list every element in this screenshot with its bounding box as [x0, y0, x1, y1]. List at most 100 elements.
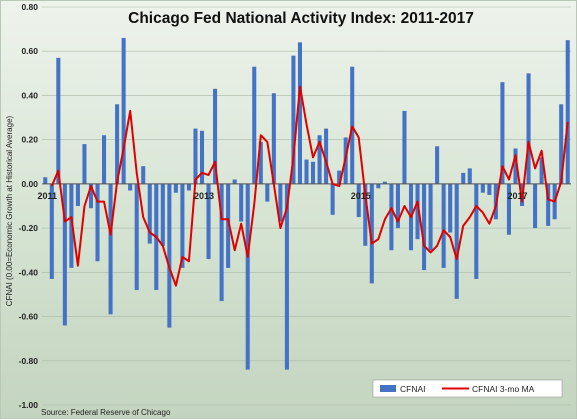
- cfnai-bar: [546, 183, 551, 226]
- cfnai-bar: [513, 148, 518, 184]
- cfnai-bar: [533, 183, 538, 229]
- cfnai-bar: [115, 104, 120, 184]
- cfnai-bar: [271, 93, 276, 184]
- cfnai-bar: [43, 177, 48, 184]
- cfnai-bar: [245, 183, 250, 370]
- cfnai-bar: [167, 183, 172, 328]
- cfnai-bar: [128, 183, 133, 191]
- cfnai-bar: [206, 183, 211, 260]
- cfnai-bar: [389, 183, 394, 251]
- cfnai-bar: [291, 55, 296, 184]
- cfnai-bar: [311, 161, 316, 184]
- bar-series: [43, 37, 570, 370]
- x-tick-label: 2011: [37, 191, 57, 201]
- cfnai-bar: [350, 66, 355, 184]
- cfnai-bar: [487, 183, 492, 195]
- cfnai-bar: [75, 183, 80, 206]
- cfnai-bar: [213, 88, 218, 184]
- cfnai-bar: [173, 183, 178, 193]
- cfnai-bar: [474, 183, 479, 279]
- cfnai-bar: [284, 183, 289, 370]
- cfnai-bar: [147, 183, 152, 244]
- y-tick-label: -1.00: [19, 400, 39, 410]
- gridlines: [42, 6, 571, 406]
- cfnai-bar: [565, 40, 570, 184]
- cfnai-bar: [441, 183, 446, 268]
- cfnai-bar: [454, 183, 459, 299]
- cfnai-bar: [102, 135, 107, 184]
- cfnai-bar: [239, 183, 244, 222]
- cfnai-bar: [95, 183, 100, 262]
- y-tick-label: 0.00: [21, 179, 38, 189]
- cfnai-bar: [317, 135, 322, 184]
- y-axis-label: CFNAI (0.00=Economic Growth at Historica…: [5, 115, 14, 306]
- cfnai-bar: [199, 130, 205, 184]
- cfnai-bar: [526, 73, 531, 184]
- legend: CFNAI CFNAI 3-mo MA: [372, 379, 563, 398]
- cfnai-bar: [232, 179, 237, 184]
- cfnai-bar: [49, 183, 54, 279]
- cfnai-bar: [506, 183, 511, 235]
- y-tick-label: -0.80: [19, 356, 39, 366]
- line-series: [50, 85, 569, 287]
- cfnai-bar: [141, 166, 146, 184]
- cfnai-bar: [62, 183, 67, 326]
- cfnai-bar: [265, 183, 270, 202]
- cfnai-bar: [376, 183, 381, 189]
- cfnai-bar: [160, 183, 165, 246]
- cfnai-bar: [121, 37, 126, 184]
- cfnai-bar: [422, 183, 427, 271]
- cfnai-bar: [226, 183, 231, 268]
- cfnai-bar: [461, 172, 466, 184]
- cfnai-bar: [82, 144, 87, 184]
- cfnai-bar: [363, 183, 368, 246]
- cfnai-bar: [88, 183, 94, 209]
- cfnai-bar: [435, 146, 440, 184]
- cfnai-bar: [382, 181, 387, 184]
- cfnai-bar: [56, 57, 61, 184]
- cfnai-bar: [252, 66, 257, 184]
- cfnai-bar: [186, 183, 191, 191]
- cfnai-bar: [500, 82, 505, 184]
- x-tick-label: 2013: [194, 191, 214, 201]
- y-tick-label: 0.80: [21, 2, 38, 12]
- legend-label-ma: CFNAI 3-mo MA: [472, 384, 535, 394]
- cfnai-bar: [297, 42, 302, 184]
- cfnai-bar: [480, 183, 485, 193]
- cfnai-bar: [69, 183, 74, 268]
- cfnai-bar: [559, 104, 564, 184]
- cfnai-bar: [219, 183, 224, 302]
- legend-bar-swatch: [380, 385, 396, 392]
- x-axis-ticks: 2011 2013 2015 2017: [37, 191, 527, 201]
- x-tick-label: 2017: [507, 191, 527, 201]
- cfnai-bar: [448, 183, 453, 233]
- cfnai-bar: [193, 128, 198, 184]
- x-tick-label: 2015: [351, 191, 371, 201]
- y-tick-label: -0.60: [19, 312, 39, 322]
- cfnai-bar: [330, 183, 335, 215]
- y-tick-label: 0.40: [21, 90, 38, 100]
- cfnai-bar: [108, 183, 113, 315]
- legend-label-cfnai: CFNAI: [400, 384, 426, 394]
- chart-title: Chicago Fed National Activity Index: 201…: [128, 10, 474, 27]
- cfnai-bar: [415, 183, 420, 240]
- source-note: Source: Federal Reserve of Chicago: [41, 408, 171, 417]
- cfnai-bar: [369, 183, 374, 284]
- cfnai-bar: [402, 110, 407, 184]
- cfnai-bar: [278, 183, 283, 222]
- y-axis-ticks: 0.80 0.60 0.40 0.20 0.00 -0.20 -0.40 -0.60 -0.80…: [19, 2, 39, 410]
- cfnai-bar: [467, 168, 472, 184]
- cfnai-bar: [180, 183, 185, 268]
- y-tick-label: -0.20: [19, 223, 39, 233]
- y-tick-label: -0.40: [19, 267, 39, 277]
- cfnai-bar: [324, 128, 329, 184]
- cfnai-bar: [134, 183, 139, 291]
- ma-line: [50, 85, 569, 287]
- cfnai-bar: [539, 157, 544, 184]
- cfnai-bar: [258, 141, 263, 184]
- cfnai-bar: [428, 183, 433, 251]
- y-tick-label: 0.60: [21, 46, 38, 56]
- cfnai-bar: [304, 159, 309, 184]
